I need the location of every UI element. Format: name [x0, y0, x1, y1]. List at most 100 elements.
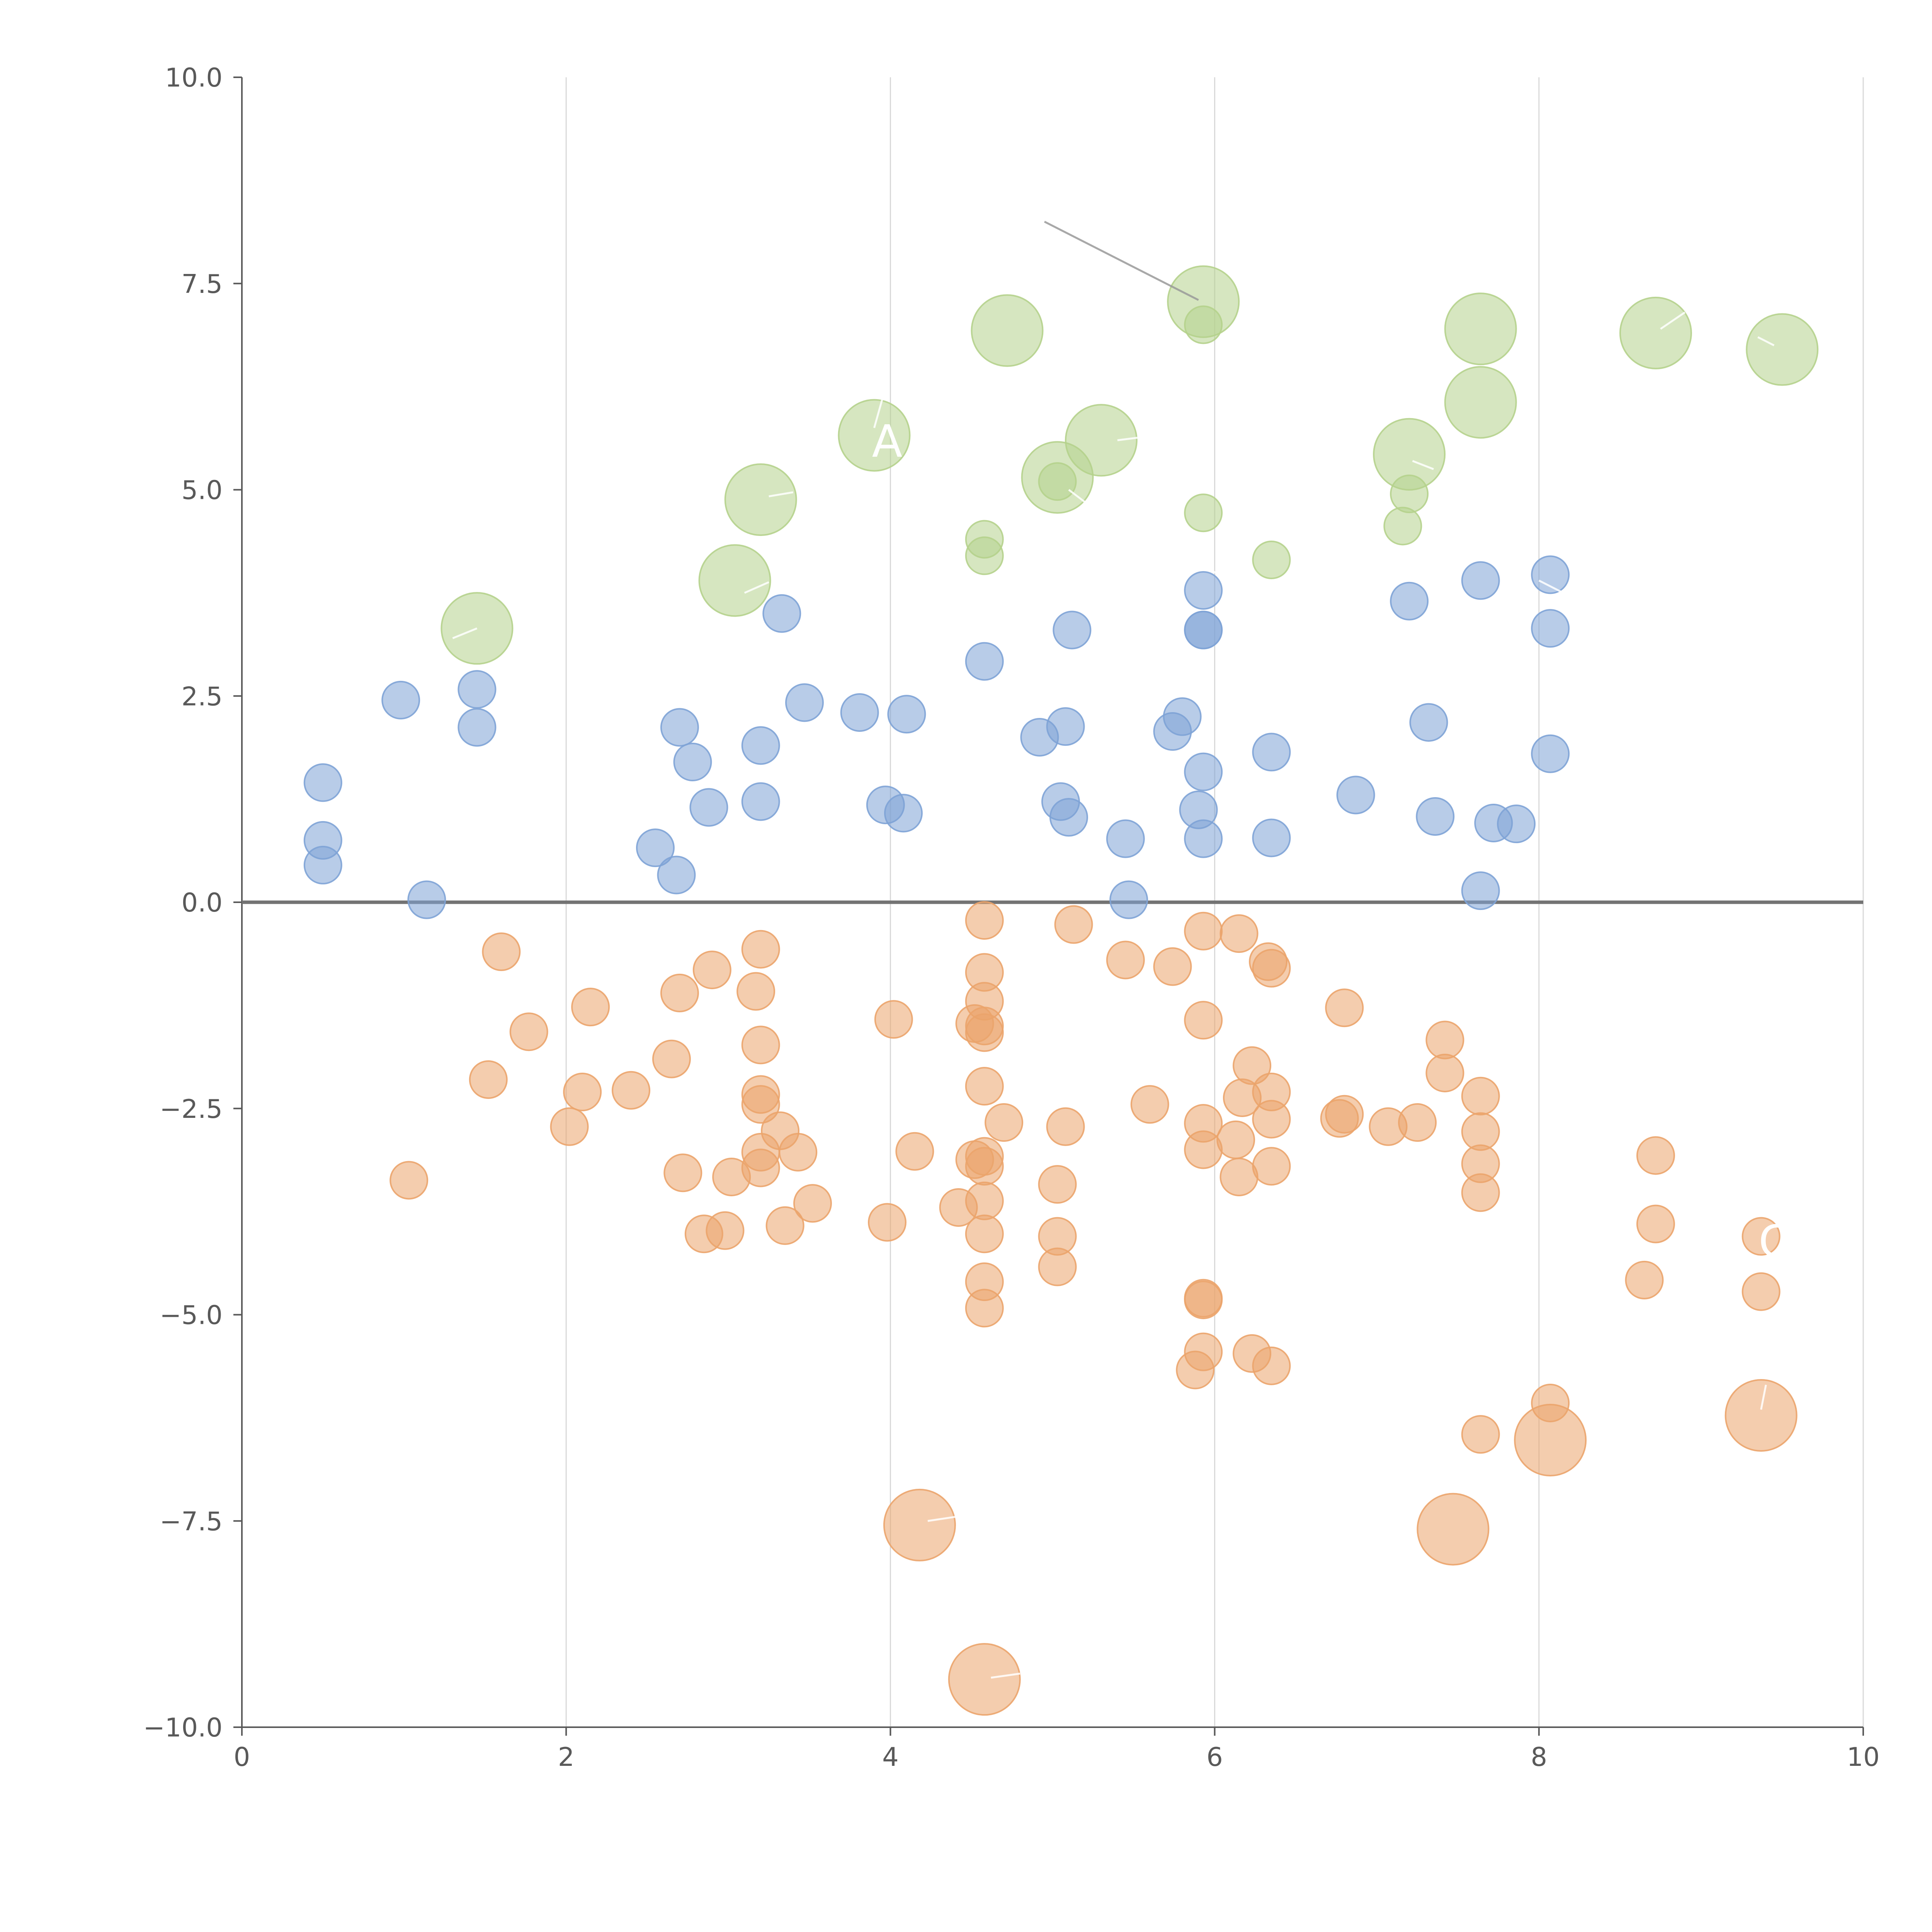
- annotation-layer: AC: [452, 221, 1789, 1679]
- annotation-leader-line: [1044, 221, 1199, 301]
- orange-point: [765, 1206, 804, 1245]
- y-tick-label: −7.5: [160, 1506, 223, 1536]
- blue-point: [840, 693, 879, 732]
- blue-point: [1416, 797, 1455, 836]
- blue-point: [407, 880, 446, 919]
- orange-point: [1184, 1001, 1223, 1040]
- green-point: [698, 544, 771, 617]
- blue-point: [673, 743, 712, 782]
- annotation-leader-line: [744, 581, 769, 594]
- orange-point: [563, 1073, 602, 1112]
- orange-point: [1130, 1085, 1169, 1124]
- orange-point: [660, 973, 699, 1012]
- orange-point: [948, 1643, 1021, 1716]
- orange-point: [1038, 1165, 1077, 1204]
- blue-point: [660, 708, 699, 747]
- blue-point: [1497, 804, 1536, 844]
- orange-point: [1625, 1260, 1664, 1299]
- blue-point: [1531, 555, 1570, 594]
- x-tick-label: 8: [1531, 1742, 1547, 1772]
- orange-point: [482, 932, 521, 971]
- orange-point: [1184, 912, 1223, 951]
- orange-point: [965, 901, 1004, 940]
- annotation-label: C: [1759, 1216, 1789, 1268]
- orange-point: [389, 1161, 429, 1200]
- orange-point: [1398, 1103, 1437, 1142]
- annotation-leader-line: [1206, 567, 1231, 582]
- x-tick-label: 2: [558, 1742, 575, 1772]
- blue-point: [785, 683, 824, 722]
- green-point: [1444, 366, 1517, 439]
- blue-point: [1531, 734, 1570, 773]
- blue-point: [1461, 871, 1500, 910]
- orange-point: [1514, 1404, 1587, 1477]
- orange-point: [1252, 949, 1291, 988]
- green-point: [1390, 474, 1429, 514]
- orange-point: [1252, 1100, 1291, 1139]
- blue-point: [1390, 582, 1429, 621]
- orange-point: [1636, 1204, 1675, 1243]
- blue-point: [1184, 819, 1223, 858]
- orange-point: [1461, 1415, 1500, 1454]
- blue-point: [657, 855, 696, 895]
- green-point: [838, 399, 911, 472]
- orange-point: [741, 1085, 780, 1124]
- annotation-leader-line: [1412, 460, 1434, 470]
- annotation-leader-line: [769, 491, 794, 498]
- orange-point: [1216, 1120, 1255, 1159]
- annotation-leader-line: [1538, 580, 1564, 594]
- blue-point: [1252, 733, 1291, 772]
- annotation-leader-line: [1068, 489, 1086, 503]
- orange-point: [965, 1289, 1004, 1328]
- orange-point: [1184, 1279, 1223, 1318]
- orange-point: [663, 1153, 702, 1192]
- x-tick-label: 6: [1206, 1742, 1223, 1772]
- blue-point: [741, 782, 780, 821]
- green-point: [1746, 313, 1819, 386]
- orange-point: [1325, 1095, 1364, 1134]
- blue-point: [303, 845, 342, 884]
- orange-point: [985, 1103, 1024, 1142]
- orange-point: [1417, 1493, 1490, 1566]
- x-tick-label: 10: [1847, 1742, 1879, 1772]
- orange-point: [965, 1013, 1004, 1052]
- y-tick-label: −2.5: [160, 1094, 223, 1124]
- orange-point: [692, 951, 731, 990]
- orange-point: [1046, 1107, 1085, 1146]
- blue-point: [457, 708, 497, 747]
- orange-point: [883, 1488, 956, 1561]
- orange-point: [779, 1133, 818, 1172]
- blue-point: [887, 695, 926, 734]
- blue-point: [1053, 611, 1092, 650]
- orange-point: [550, 1107, 589, 1146]
- blue-point: [689, 788, 728, 827]
- orange-point: [1461, 1077, 1500, 1116]
- green-point: [971, 294, 1044, 367]
- blue-point: [1336, 776, 1375, 815]
- y-tick-label: 7.5: [181, 269, 223, 299]
- orange-point: [965, 1147, 1004, 1186]
- green-point: [1619, 296, 1692, 369]
- blue-point: [1109, 880, 1148, 919]
- orange-point: [874, 1000, 913, 1039]
- blue-point: [884, 794, 923, 833]
- blue-point: [741, 726, 780, 765]
- orange-point: [1425, 1020, 1464, 1060]
- y-tick-label: 2.5: [181, 681, 223, 711]
- y-tick-label: −10.0: [143, 1713, 223, 1743]
- blue-point: [1184, 571, 1223, 610]
- blue-point: [1049, 798, 1088, 837]
- orange-point: [1184, 1130, 1223, 1169]
- blue-point: [1184, 752, 1223, 791]
- orange-point: [895, 1132, 934, 1171]
- y-tick-label: 0.0: [181, 888, 223, 918]
- annotation-leader-line: [1117, 435, 1150, 441]
- blue-point: [1252, 818, 1291, 857]
- orange-point: [741, 1026, 780, 1065]
- annotation-leader-line: [452, 627, 478, 639]
- y-tick-label: 10.0: [165, 63, 223, 93]
- orange-point: [1325, 988, 1364, 1027]
- orange-point: [1252, 1147, 1291, 1186]
- orange-point: [868, 1203, 907, 1242]
